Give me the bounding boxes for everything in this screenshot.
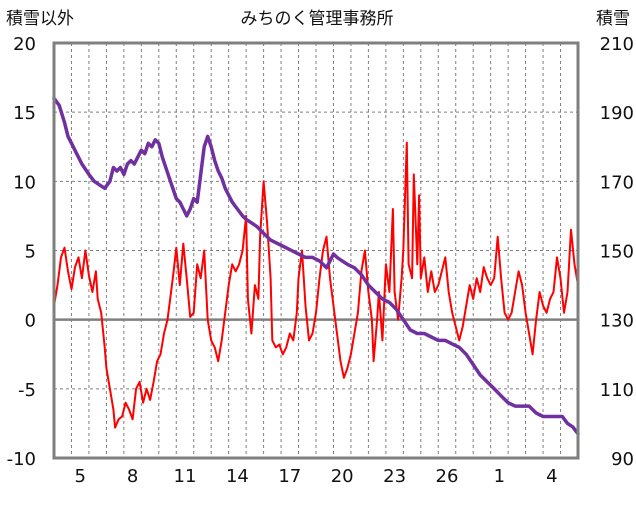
left-tick-label: 10 — [13, 172, 36, 193]
x-tick-label: 14 — [226, 466, 249, 487]
left-axis-label: 積雪以外 — [6, 9, 74, 29]
right-tick-label: 170 — [600, 172, 634, 193]
right-tick-label: 90 — [611, 449, 634, 470]
x-tick-label: 26 — [436, 466, 459, 487]
right-tick-label: 130 — [600, 311, 634, 332]
left-tick-label: 5 — [25, 242, 36, 263]
x-tick-label: 1 — [494, 466, 505, 487]
grid-layer — [54, 43, 578, 458]
right-tick-label: 110 — [600, 380, 634, 401]
x-tick-label: 4 — [546, 466, 557, 487]
x-tick-label: 11 — [174, 466, 197, 487]
right-tick-label: 210 — [600, 34, 634, 55]
chart-title: みちのく管理事務所 — [241, 9, 394, 29]
plot-frame — [52, 41, 580, 460]
temperature-line — [53, 141, 579, 429]
x-tick-label: 23 — [383, 466, 406, 487]
x-tick-label: 20 — [331, 466, 354, 487]
left-tick-label: 15 — [13, 103, 36, 124]
left-tick-label: -5 — [18, 380, 36, 401]
left-tick-label: 20 — [13, 34, 36, 55]
left-tick-label: 0 — [25, 311, 36, 332]
x-tick-label: 17 — [278, 466, 301, 487]
x-tick-label: 5 — [74, 466, 85, 487]
right-axis-label: 積雪 — [596, 9, 630, 29]
series-layer — [52, 96, 580, 436]
snow-depth-line — [52, 96, 580, 436]
left-tick-label: -10 — [7, 449, 36, 470]
right-tick-label: 150 — [600, 242, 634, 263]
x-tick-label: 8 — [127, 466, 138, 487]
right-tick-label: 190 — [600, 103, 634, 124]
